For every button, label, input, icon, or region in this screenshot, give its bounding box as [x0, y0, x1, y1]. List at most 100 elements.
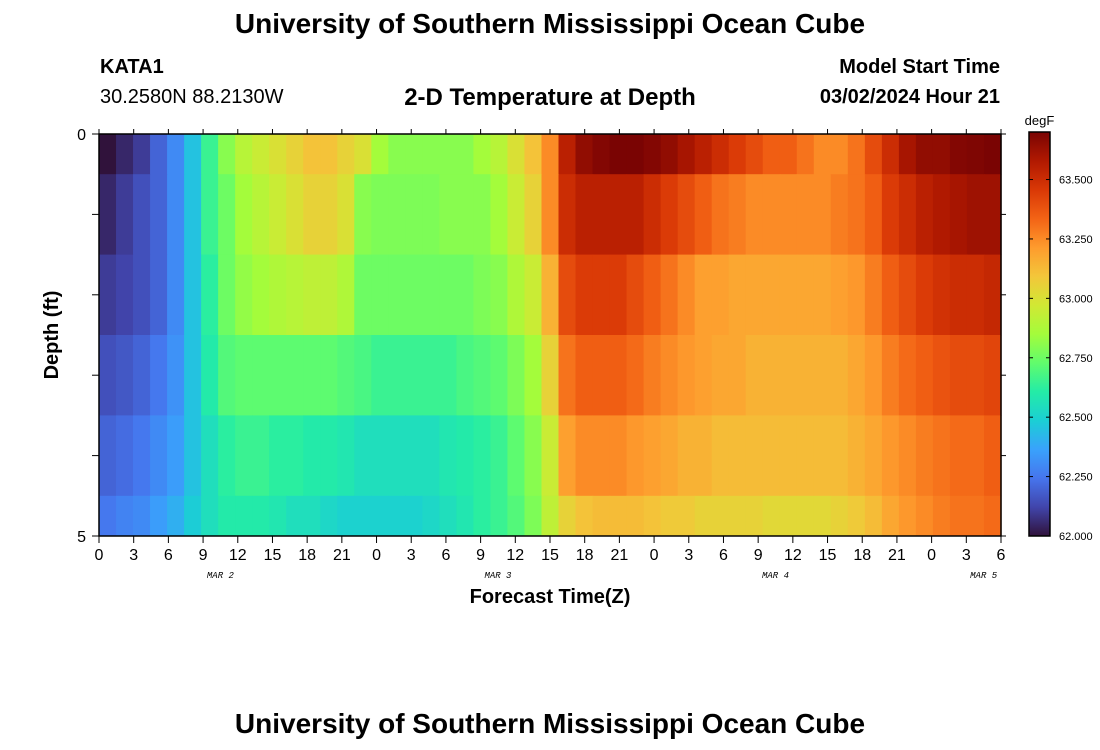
- heatmap-cell: [456, 134, 475, 175]
- heatmap-cell: [541, 254, 560, 336]
- heatmap-cell: [184, 254, 202, 336]
- heatmap-cell: [524, 174, 543, 255]
- heatmap-cell: [150, 335, 168, 416]
- heatmap-cell: [252, 335, 270, 416]
- heatmap-cell: [490, 415, 509, 497]
- heatmap-cell: [881, 495, 900, 537]
- heatmap-cell: [269, 415, 287, 497]
- heatmap-cell: [99, 134, 117, 175]
- heatmap-cell: [932, 254, 951, 336]
- heatmap-cell: [167, 134, 185, 175]
- x-tick-label: 6: [719, 547, 728, 564]
- heatmap-cell: [847, 254, 866, 336]
- heatmap-cell: [354, 415, 372, 497]
- heatmap-cell: [609, 174, 628, 255]
- x-tick-label: 9: [476, 547, 485, 564]
- heatmap-cell: [745, 495, 764, 537]
- heatmap-cell: [796, 495, 815, 537]
- temperature-heatmap-chart: 0 3 6 9 12 15 18 21 0 3 6 9 12 15 18 21 0 3 6 9 12 15 18 21 0 3 6 M…: [41, 113, 1093, 608]
- heatmap-cell: [150, 415, 168, 497]
- heatmap-cell: [626, 335, 645, 416]
- heatmap-cell: [983, 134, 1002, 175]
- colorbar-tick-label: 63.000: [1059, 293, 1093, 305]
- heatmap-cell: [677, 415, 696, 497]
- heatmap-cell: [881, 415, 900, 497]
- heatmap-cell: [354, 134, 372, 175]
- heatmap-cell: [813, 174, 832, 255]
- heatmap-cell: [728, 254, 747, 336]
- heatmap-cell: [745, 254, 764, 336]
- heatmap-cell: [898, 254, 917, 336]
- heatmap-cell: [337, 254, 355, 336]
- heatmap-cell: [133, 415, 151, 497]
- date-label: MAR 4: [762, 571, 789, 581]
- heatmap-cell: [456, 335, 475, 416]
- heatmap-cell: [116, 335, 134, 416]
- heatmap-cell: [184, 335, 202, 416]
- heatmap-cell: [575, 134, 594, 175]
- x-tick-label: 15: [264, 547, 282, 564]
- heatmap-cell: [541, 335, 560, 416]
- heatmap-cell: [830, 134, 849, 175]
- x-tick-label: 6: [164, 547, 173, 564]
- heatmap-cell: [269, 174, 287, 255]
- heatmap-cell: [371, 254, 389, 336]
- heatmap-cell: [609, 415, 628, 497]
- heatmap-cell: [915, 134, 934, 175]
- heatmap-cell: [354, 174, 372, 255]
- heatmap-cell: [269, 134, 287, 175]
- heatmap-cell: [762, 134, 781, 175]
- heatmap-cell: [762, 174, 781, 255]
- heatmap-cell: [541, 495, 560, 537]
- heatmap-cell: [235, 174, 253, 255]
- heatmap-cell: [779, 254, 798, 336]
- colorbar-gradient: [1028, 131, 1051, 537]
- heatmap-cell: [252, 415, 270, 497]
- colorbar-unit: degF: [1025, 113, 1055, 128]
- heatmap-cell: [779, 335, 798, 416]
- heatmap-cell: [286, 134, 304, 175]
- heatmap-cell: [405, 495, 423, 537]
- heatmap-cell: [201, 134, 219, 175]
- heatmap-cell: [405, 174, 423, 255]
- colorbar-tick-label: 63.500: [1059, 175, 1093, 187]
- heatmap-cell: [507, 254, 526, 336]
- heatmap-cell: [626, 174, 645, 255]
- heatmap-cell: [796, 335, 815, 416]
- heatmap-cell: [405, 415, 423, 497]
- heatmap-cell: [507, 415, 526, 497]
- y-tick-label: 5: [77, 529, 86, 546]
- heatmap-cell: [167, 415, 185, 497]
- heatmap-cell: [320, 415, 338, 497]
- heatmap-cell: [235, 254, 253, 336]
- x-tick-label: 18: [298, 547, 316, 564]
- heatmap-cell: [473, 415, 492, 497]
- heatmap-cell: [575, 495, 594, 537]
- heatmap-cell: [286, 254, 304, 336]
- heatmap-cell: [881, 134, 900, 175]
- heatmap-cell: [337, 415, 355, 497]
- heatmap-cell: [592, 415, 611, 497]
- heatmap-cell: [235, 495, 253, 537]
- heatmap-cell: [694, 254, 713, 336]
- heatmap-cell: [711, 174, 730, 255]
- heatmap-cell: [915, 335, 934, 416]
- heatmap-cell: [575, 254, 594, 336]
- heatmap-cell: [150, 174, 168, 255]
- heatmap-cell: [524, 254, 543, 336]
- heatmap-cell: [99, 254, 117, 336]
- heatmap-cell: [490, 174, 509, 255]
- heatmap-cell: [201, 415, 219, 497]
- heatmap-cell: [728, 335, 747, 416]
- heatmap-cell: [388, 134, 406, 175]
- heatmap-cell: [269, 495, 287, 537]
- heatmap-cell: [235, 415, 253, 497]
- heatmap-cell: [983, 415, 1002, 497]
- date-label: MAR 5: [970, 571, 998, 581]
- x-tick-label: 6: [441, 547, 450, 564]
- date-label: MAR 3: [484, 571, 512, 581]
- heatmap-cell: [439, 335, 457, 416]
- heatmap-cell: [388, 335, 406, 416]
- heatmap-cell: [779, 495, 798, 537]
- heatmap-cell: [677, 174, 696, 255]
